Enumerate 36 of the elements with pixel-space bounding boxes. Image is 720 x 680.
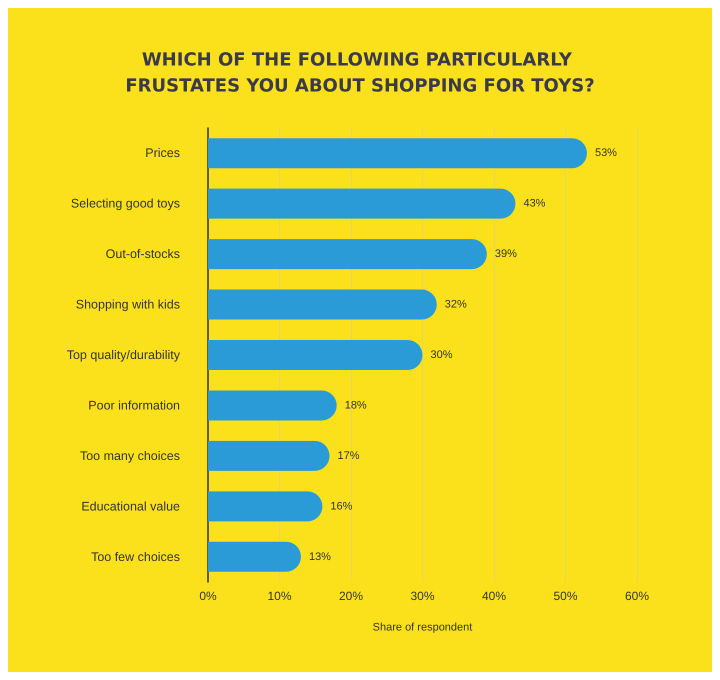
bar <box>208 390 337 420</box>
bar <box>208 290 437 320</box>
y-tick-label: Top quality/durability <box>66 348 181 362</box>
x-tick-label: 0% <box>199 589 217 603</box>
data-label: 43% <box>523 198 546 210</box>
data-label: 18% <box>344 399 367 412</box>
data-label: 16% <box>330 500 353 512</box>
y-tick-label: Too few choices <box>91 550 180 564</box>
data-label: 32% <box>444 298 468 311</box>
chart-title: WHICH OF THE FOLLOWING PARTICULARLY FRUSTATES YOU ABOUT SHOPPING FOR TOYS? <box>125 50 595 96</box>
bar <box>208 239 487 270</box>
bar <box>208 491 322 522</box>
bar <box>208 138 587 168</box>
y-tick-label: Shopping with kids <box>76 298 180 312</box>
x-tick-label: 50% <box>553 589 578 603</box>
x-axis-title: Share of respondent <box>372 622 472 634</box>
y-tick-label: Poor information <box>88 398 180 412</box>
data-label: 17% <box>338 450 360 462</box>
bar <box>208 340 422 370</box>
x-tick-label: 10% <box>267 589 292 603</box>
data-label: 39% <box>494 248 518 260</box>
bar <box>208 542 301 572</box>
data-label: 30% <box>430 349 453 361</box>
y-tick-label: Prices <box>145 146 180 160</box>
y-tick-label: Educational value <box>81 499 180 514</box>
x-tick-label: 60% <box>624 589 650 603</box>
y-tick-label: Too many choices <box>80 448 180 463</box>
y-tick-label: Out-of-stocks <box>106 247 180 262</box>
y-tick-label: Selecting good toys <box>70 196 180 211</box>
bar <box>208 188 516 219</box>
data-label: 53% <box>594 147 618 160</box>
bar <box>208 440 330 471</box>
x-tick-label: 30% <box>410 589 435 603</box>
x-tick-label: 20% <box>338 589 364 603</box>
x-tick-label: 40% <box>482 589 506 603</box>
data-label: 13% <box>308 550 332 563</box>
